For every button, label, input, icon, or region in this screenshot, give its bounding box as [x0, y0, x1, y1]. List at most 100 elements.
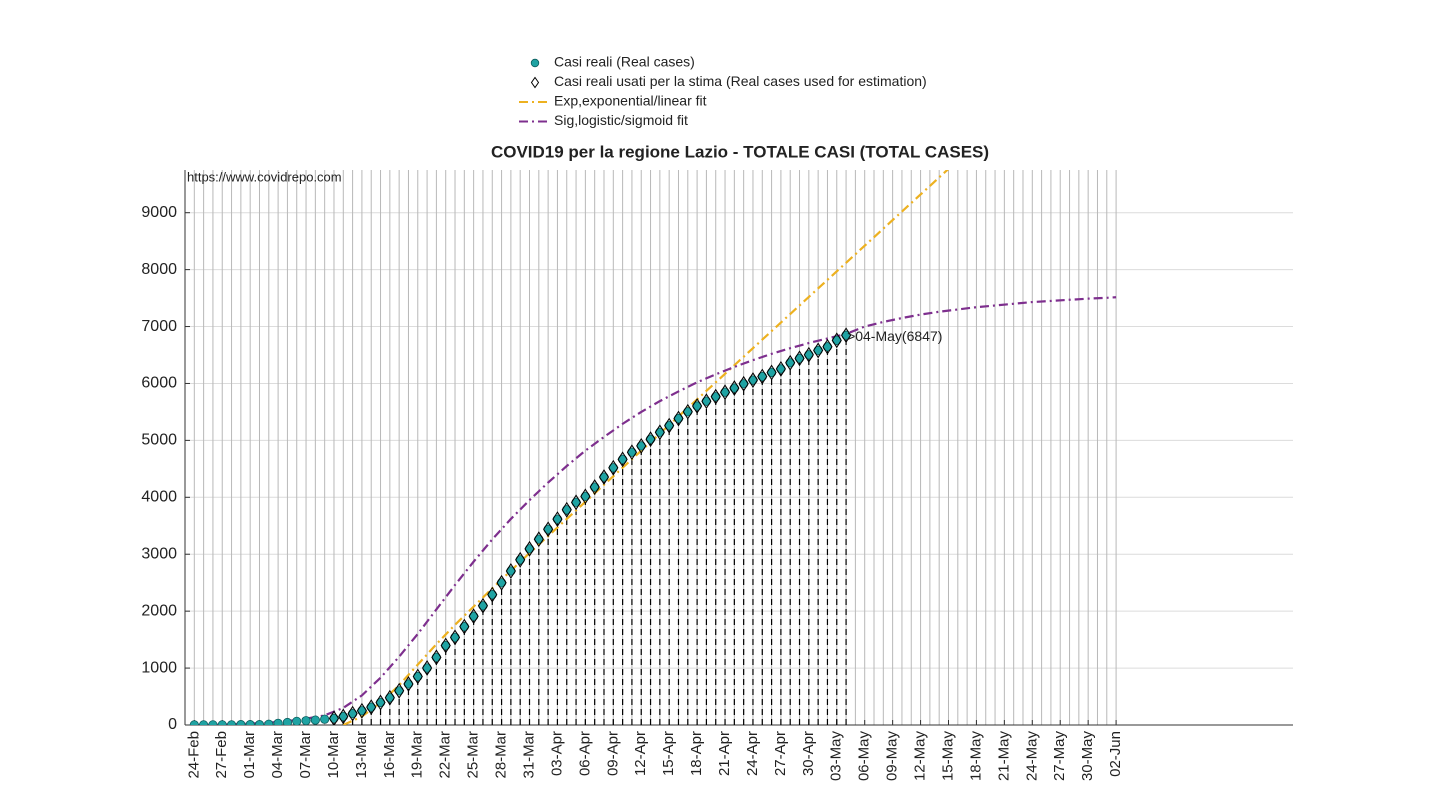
- estimation-point: [710, 388, 721, 405]
- estimation-point: [608, 459, 619, 476]
- x-tick-label: 03-May: [828, 731, 845, 782]
- x-tick-label: 09-May: [884, 731, 901, 782]
- x-tick-label: 30-Apr: [800, 731, 817, 776]
- x-tick-label: 31-Mar: [520, 731, 537, 779]
- x-tick-label: 01-Mar: [241, 731, 258, 779]
- estimation-point: [505, 563, 516, 579]
- x-tick-label: 16-Mar: [381, 731, 398, 779]
- source-text: https://www.covidrepo.com: [187, 169, 342, 184]
- x-tick-label: 24-Feb: [185, 731, 202, 779]
- estimation-point: [375, 694, 386, 711]
- real-case-point: [236, 720, 246, 725]
- real-case-point: [245, 720, 255, 725]
- estimation-point: [822, 338, 833, 355]
- y-tick-label: 0: [168, 716, 177, 733]
- estimation-point: [738, 375, 749, 392]
- estimation-point: [719, 384, 731, 401]
- estimation-point: [757, 368, 768, 385]
- x-tick-label: 27-May: [1051, 731, 1068, 782]
- real-case-point: [189, 720, 199, 725]
- estimation-point: [654, 424, 665, 441]
- estimation-point: [682, 403, 693, 420]
- legend-label: Casi reali (Real cases): [554, 54, 695, 70]
- x-tick-label: 24-May: [1023, 731, 1040, 782]
- x-tick-label: 30-May: [1079, 731, 1096, 782]
- x-tick-label: 19-Mar: [409, 731, 426, 779]
- estimation-point: [384, 689, 395, 706]
- y-tick-label: 6000: [141, 375, 177, 392]
- estimation-point: [598, 469, 610, 485]
- y-tick-label: 9000: [141, 204, 177, 221]
- x-tick-label: 06-Apr: [576, 731, 593, 776]
- real-case-point: [320, 714, 330, 724]
- x-tick-label: 28-Mar: [493, 731, 510, 779]
- chart-title: COVID19 per la regione Lazio - TOTALE CA…: [491, 142, 989, 161]
- estimation-point: [328, 710, 340, 725]
- x-tick-label: 12-Apr: [632, 731, 649, 776]
- estimation-point: [366, 699, 377, 716]
- estimation-point: [840, 327, 852, 344]
- estimation-point: [440, 637, 451, 654]
- estimation-point: [701, 393, 712, 410]
- estimation-point: [394, 682, 405, 699]
- real-case-point: [292, 716, 302, 725]
- x-tick-label: 18-Apr: [688, 731, 705, 776]
- estimation-point: [561, 501, 572, 518]
- real-case-point: [226, 720, 237, 725]
- estimation-point: [580, 488, 591, 505]
- x-tick-label: 04-Mar: [269, 731, 286, 779]
- x-tick-label: 10-Mar: [325, 731, 342, 779]
- y-tick-label: 4000: [141, 489, 177, 506]
- estimation-point: [431, 649, 442, 666]
- plot-area: [189, 170, 1117, 725]
- x-tick-label: 18-May: [967, 731, 984, 782]
- estimation-point: [692, 398, 703, 414]
- estimation-point: [403, 676, 414, 692]
- estimation-point: [543, 521, 554, 538]
- y-tick-label: 2000: [141, 602, 177, 619]
- estimation-point: [636, 437, 647, 454]
- legend-label: Exp,exponential/linear fit: [554, 93, 707, 109]
- real-case-point: [282, 717, 293, 725]
- real-case-point: [310, 715, 320, 725]
- estimation-point: [813, 342, 824, 359]
- y-tick-label: 3000: [141, 545, 177, 562]
- y-tick-label: 8000: [141, 261, 177, 278]
- x-tick-label: 27-Apr: [772, 731, 789, 776]
- estimation-point: [347, 705, 358, 722]
- x-tick-label: 25-Mar: [465, 731, 482, 779]
- estimation-point: [626, 444, 638, 461]
- x-tick-label: 15-Apr: [660, 731, 677, 776]
- estimation-point: [468, 608, 479, 625]
- y-tick-label: 7000: [141, 318, 177, 335]
- x-tick-label: 27-Feb: [213, 731, 230, 779]
- real-case-point: [217, 720, 227, 725]
- estimation-point: [747, 372, 759, 388]
- estimation-point: [533, 531, 544, 548]
- estimation-point: [617, 451, 628, 468]
- x-tick-label: 06-May: [856, 731, 873, 782]
- estimation-point: [831, 332, 842, 349]
- x-tick-label: 15-May: [939, 731, 956, 782]
- y-tick-label: 1000: [141, 659, 177, 676]
- real-case-point: [254, 720, 265, 725]
- legend-label: Casi reali usati per la stima (Real case…: [554, 73, 927, 89]
- x-tick-label: 22-Mar: [437, 731, 454, 779]
- x-tick-label: 21-Apr: [716, 731, 733, 776]
- estimation-point: [356, 702, 368, 719]
- legend-label: Sig,logistic/sigmoid fit: [554, 112, 688, 128]
- x-tick-label: 13-Mar: [353, 731, 370, 779]
- real-case-point: [264, 719, 274, 725]
- x-tick-label: 02-Jun: [1107, 731, 1124, 777]
- estimation-point: [785, 354, 796, 371]
- estimation-point: [766, 364, 777, 381]
- estimation-point: [477, 597, 489, 614]
- estimation-point: [775, 360, 786, 377]
- estimation-point: [515, 551, 526, 568]
- real-case-point: [199, 720, 209, 725]
- real-case-point: [273, 718, 283, 725]
- estimation-point: [524, 540, 535, 557]
- real-case-point: [301, 716, 311, 725]
- x-tick-label: 03-Apr: [548, 731, 565, 776]
